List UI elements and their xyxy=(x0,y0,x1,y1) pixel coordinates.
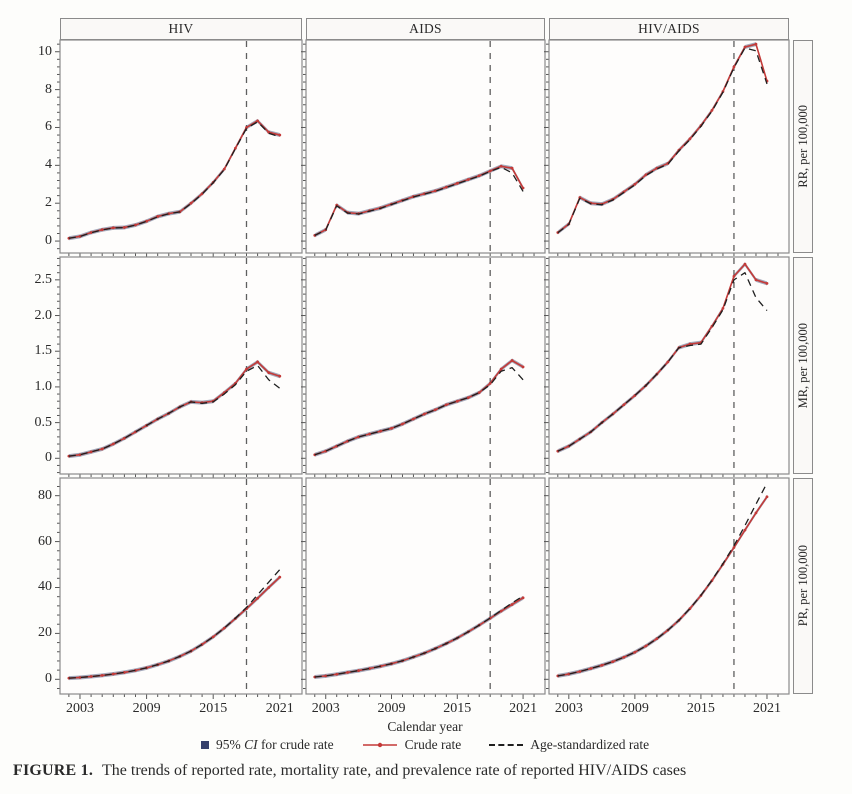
facet-strip-rr: RR, per 100,000 xyxy=(793,40,813,253)
facet-strip-hiv: HIV xyxy=(60,18,302,40)
y-tick-label: 0 xyxy=(45,233,52,249)
y-tick-label: 0 xyxy=(45,450,52,466)
y-tick-label: 2.0 xyxy=(34,307,53,323)
y-tick-label: 40 xyxy=(38,579,52,595)
panel-aids-pr xyxy=(301,477,546,699)
panel-aids-rr xyxy=(301,39,546,258)
legend: 95% CI for crude rate Crude rate Age-sta… xyxy=(60,737,790,753)
y-tick-label: 6 xyxy=(45,119,52,135)
panel-aids-mr xyxy=(301,256,546,479)
x-tick-label: 2015 xyxy=(686,701,715,716)
ci-ribbon-swatch-icon xyxy=(200,741,209,749)
x-tick-label: 2015 xyxy=(443,701,472,716)
dashed-line-icon xyxy=(489,744,524,746)
y-tick-label: 10 xyxy=(38,43,52,59)
facet-strip-pr: PR, per 100,000 xyxy=(793,478,813,694)
legend-label-ci: 95% CI for crude rate xyxy=(215,737,334,752)
x-tick-label: 2021 xyxy=(265,701,294,716)
facet-strip-label: HIV xyxy=(168,21,194,36)
y-tick-label: 8 xyxy=(45,81,52,97)
x-tick-label: 2009 xyxy=(132,701,161,716)
panel-hiv-mr xyxy=(55,256,303,479)
x-axis-title: Calendar year xyxy=(387,719,463,734)
caption-text: The trends of reported rate, mortality r… xyxy=(102,762,687,779)
facet-strip-label: MR, per 100,000 xyxy=(795,322,810,409)
y-tick-label: 0 xyxy=(45,671,52,687)
x-tick-label: 2015 xyxy=(199,701,228,716)
panel-hiv-aids-rr xyxy=(544,39,790,258)
caption-label: FIGURE 1. xyxy=(13,762,94,779)
facet-strip-label: PR, per 100,000 xyxy=(795,545,810,627)
y-tick-label: 4 xyxy=(45,157,52,173)
x-tick-label: 2009 xyxy=(377,701,406,716)
facet-strip-label: AIDS xyxy=(409,21,442,36)
panel-hiv-aids-mr xyxy=(544,256,790,479)
y-tick-label: 1.5 xyxy=(34,343,53,359)
x-tick-label: 2009 xyxy=(620,701,649,716)
panel-hiv-rr xyxy=(55,39,303,258)
legend-label-crude: Crude rate xyxy=(404,737,462,752)
crude-line-icon xyxy=(362,742,397,748)
facet-strip-mr: MR, per 100,000 xyxy=(793,257,813,474)
x-tick-label: 2003 xyxy=(554,701,583,716)
legend-item-age: Age-standardized rate xyxy=(489,737,649,753)
facet-strip-label: RR, per 100,000 xyxy=(795,105,810,188)
y-tick-label: 80 xyxy=(38,487,52,503)
x-tick-label: 2003 xyxy=(65,701,94,716)
figure-caption: FIGURE 1. The trends of reported rate, mo… xyxy=(13,760,845,782)
y-tick-label: 2 xyxy=(45,195,52,211)
x-tick-label: 2003 xyxy=(311,701,340,716)
facet-strip-label: HIV/AIDS xyxy=(638,21,700,36)
panel-hiv-pr xyxy=(55,477,303,699)
x-tick-label: 2021 xyxy=(752,701,781,716)
facet-strip-aids: AIDS xyxy=(306,18,545,40)
y-tick-label: 60 xyxy=(38,533,52,549)
facet-strip-hiv-aids: HIV/AIDS xyxy=(549,18,789,40)
legend-label-age: Age-standardized rate xyxy=(530,737,650,752)
legend-item-ci: 95% CI for crude rate xyxy=(200,737,334,753)
panel-hiv-aids-pr xyxy=(544,477,790,699)
y-tick-label: 20 xyxy=(38,625,52,641)
x-tick-label: 2021 xyxy=(509,701,538,716)
y-tick-label: 0.5 xyxy=(34,414,53,430)
legend-item-crude: Crude rate xyxy=(362,737,462,753)
y-tick-label: 2.5 xyxy=(34,271,53,287)
y-tick-label: 1.0 xyxy=(34,378,53,394)
